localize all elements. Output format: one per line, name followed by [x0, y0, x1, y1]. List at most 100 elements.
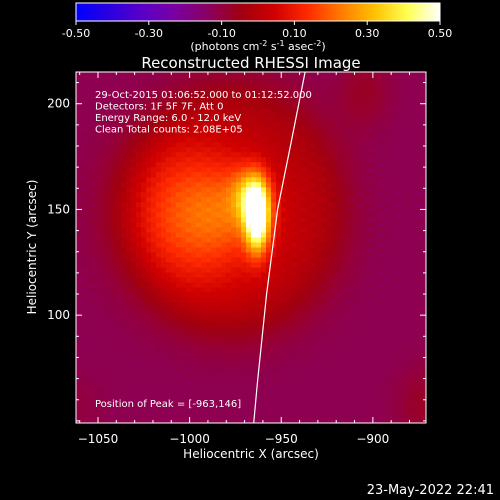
heatmap-cell: [361, 392, 367, 399]
heatmap-cell: [86, 277, 92, 284]
heatmap-cell: [276, 327, 282, 334]
heatmap-cell: [151, 282, 157, 289]
heatmap-cell: [216, 352, 222, 359]
heatmap-cell: [371, 182, 377, 188]
heatmap-cell: [241, 257, 247, 264]
heatmap-cell: [216, 232, 222, 239]
heatmap-cell: [106, 77, 112, 83]
heatmap-cell: [321, 412, 327, 419]
heatmap-cell: [406, 407, 412, 414]
heatmap-cell: [171, 147, 177, 153]
heatmap-cell: [366, 202, 372, 208]
heatmap-cell: [201, 302, 207, 309]
heatmap-cell: [296, 202, 302, 208]
heatmap-cell: [241, 262, 247, 269]
heatmap-cell: [346, 112, 352, 118]
heatmap-cell: [226, 212, 232, 219]
heatmap-cell: [246, 77, 252, 83]
heatmap-cell: [296, 302, 302, 309]
heatmap-cell: [411, 407, 417, 414]
heatmap-cell: [286, 227, 292, 234]
heatmap-cell: [191, 122, 197, 128]
heatmap-cell: [371, 367, 377, 374]
heatmap-cell: [271, 327, 277, 334]
heatmap-cell: [216, 327, 222, 334]
heatmap-cell: [86, 327, 92, 334]
heatmap-cell: [161, 322, 167, 329]
heatmap-cell: [236, 247, 242, 254]
heatmap-cell: [276, 162, 282, 168]
heatmap-cell: [271, 87, 277, 93]
heatmap-cell: [111, 82, 117, 88]
heatmap-cell: [206, 152, 212, 158]
heatmap-cell: [191, 197, 197, 203]
heatmap-cell: [306, 292, 312, 299]
heatmap-cell: [181, 202, 187, 208]
heatmap-cell: [131, 262, 137, 269]
heatmap-cell: [226, 162, 232, 168]
heatmap-cell: [101, 377, 107, 384]
heatmap-cell: [156, 122, 162, 128]
heatmap-cell: [406, 97, 412, 103]
heatmap-cell: [86, 127, 92, 133]
heatmap-cell: [241, 192, 247, 198]
heatmap-cell: [86, 77, 92, 83]
heatmap-cell: [226, 92, 232, 98]
heatmap-cell: [276, 402, 282, 409]
heatmap-cell: [126, 362, 132, 369]
heatmap-cell: [391, 247, 397, 254]
heatmap-cell: [201, 392, 207, 399]
heatmap-cell: [121, 77, 127, 83]
heatmap-cell: [126, 357, 132, 364]
heatmap-cell: [221, 357, 227, 364]
heatmap-cell: [221, 142, 227, 148]
heatmap-cell: [76, 192, 82, 198]
heatmap-cell: [361, 232, 367, 239]
heatmap-cell: [101, 367, 107, 374]
heatmap-cell: [361, 347, 367, 354]
heatmap-cell: [276, 252, 282, 259]
heatmap-cell: [361, 327, 367, 334]
heatmap-cell: [121, 382, 127, 389]
heatmap-cell: [371, 137, 377, 143]
heatmap-cell: [321, 367, 327, 374]
heatmap-cell: [361, 132, 367, 138]
heatmap-cell: [91, 117, 97, 123]
heatmap-cell: [101, 252, 107, 259]
heatmap-cell: [406, 392, 412, 399]
heatmap-cell: [376, 157, 382, 163]
heatmap-cell: [161, 402, 167, 409]
heatmap-cell: [321, 197, 327, 203]
heatmap-cell: [406, 182, 412, 188]
heatmap-cell: [391, 197, 397, 203]
heatmap-cell: [141, 102, 147, 108]
heatmap-cell: [381, 322, 387, 329]
heatmap-cell: [336, 292, 342, 299]
heatmap-cell: [131, 277, 137, 284]
heatmap-cell: [356, 162, 362, 168]
heatmap-cell: [251, 297, 257, 304]
heatmap-cell: [106, 157, 112, 163]
heatmap-cell: [81, 82, 87, 88]
heatmap-cell: [311, 357, 317, 364]
heatmap-cell: [111, 317, 117, 324]
heatmap-cell: [251, 107, 257, 113]
heatmap-cell: [316, 127, 322, 133]
heatmap-cell: [161, 412, 167, 419]
heatmap-cell: [366, 337, 372, 344]
heatmap-cell: [111, 272, 117, 279]
heatmap-cell: [121, 222, 127, 229]
heatmap-cell: [231, 147, 237, 153]
heatmap-cell: [416, 87, 422, 93]
heatmap-cell: [386, 162, 392, 168]
heatmap-cell: [316, 402, 322, 409]
heatmap-cell: [81, 207, 87, 213]
heatmap-cell: [356, 142, 362, 148]
heatmap-cell: [141, 367, 147, 374]
heatmap-cell: [366, 382, 372, 389]
heatmap-cell: [401, 197, 407, 203]
heatmap-cell: [286, 137, 292, 143]
heatmap-cell: [386, 277, 392, 284]
heatmap-cell: [146, 277, 152, 284]
heatmap-cell: [146, 207, 152, 213]
